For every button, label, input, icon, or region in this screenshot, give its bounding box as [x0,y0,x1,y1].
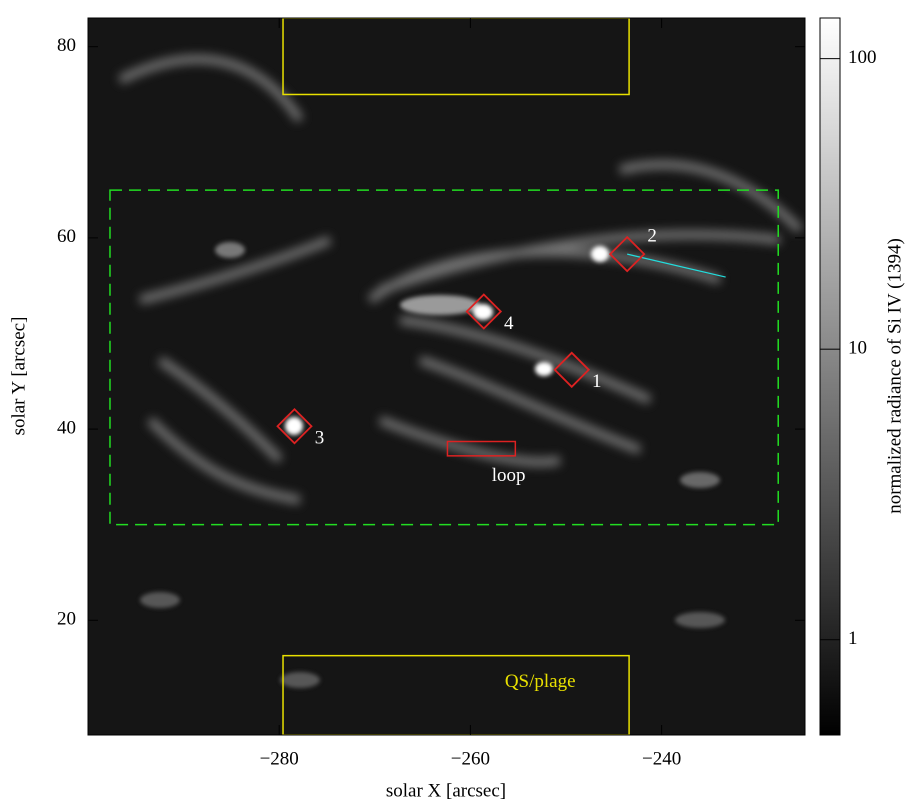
y-tick-label: 60 [57,226,76,247]
figure: solar X [arcsec] solar Y [arcsec] normal… [0,0,907,805]
solar-image [88,18,805,735]
x-tick-label: −240 [642,748,681,769]
colorbar-tick-label: 1 [848,628,858,649]
annotation: loop [492,465,526,486]
marker-label: 1 [592,371,602,392]
y-tick-label: 80 [57,35,76,56]
marker-label: 4 [504,313,514,334]
y-axis-label: solar Y [arcsec] [8,317,29,436]
y-tick-label: 40 [57,417,76,438]
x-axis-label: solar X [arcsec] [386,780,506,801]
y-tick-label: 20 [57,609,76,630]
colorbar [820,18,840,735]
colorbar-tick-label: 100 [848,47,877,68]
colorbar-label: normalized radiance of Si IV (1394) [884,238,905,514]
marker-label: 3 [315,428,325,449]
colorbar-tick-label: 10 [848,338,867,359]
annotation: QS/plage [505,671,576,692]
marker-label: 2 [647,225,657,246]
x-tick-label: −280 [260,748,299,769]
x-tick-label: −260 [451,748,490,769]
